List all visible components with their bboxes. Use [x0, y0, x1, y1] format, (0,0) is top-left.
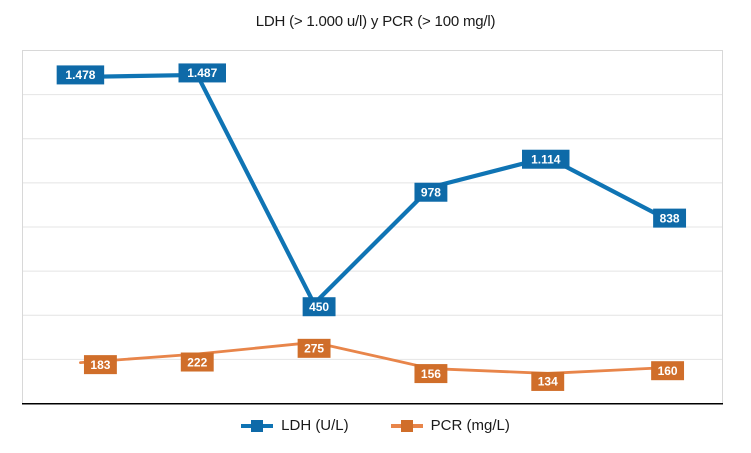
data-label-box: [653, 208, 687, 228]
data-label-box: [531, 371, 565, 391]
data-label-box: [522, 149, 570, 169]
data-label-box: [83, 355, 117, 375]
data-label-box: [56, 65, 105, 85]
chart-title: LDH (> 1.000 u/l) y PCR (> 100 mg/l): [255, 13, 496, 30]
chart-legend: LDH (U/L) PCR (mg/L): [0, 417, 751, 434]
data-label-box: [414, 182, 448, 202]
series-line-1: [79, 340, 666, 375]
data-label-box: [178, 63, 226, 83]
legend-label-pcr: PCR (mg/L): [430, 417, 510, 434]
data-label: 222: [187, 355, 207, 369]
data-label-box: [414, 364, 448, 384]
plot-border: [22, 50, 723, 403]
data-label-box: [651, 361, 685, 381]
data-label: 183: [90, 358, 110, 372]
data-label-box: [180, 352, 214, 372]
legend-marker-ldh-icon: [241, 418, 274, 433]
data-label-box: [302, 297, 336, 317]
data-label: 275: [304, 342, 324, 356]
legend-item-pcr: PCR (mg/L): [390, 417, 510, 434]
data-label: 838: [660, 211, 680, 225]
legend-square-ldh: [251, 419, 264, 432]
legend-item-ldh: LDH (U/L): [241, 417, 349, 434]
data-label: 1.487: [187, 66, 217, 80]
data-label: 134: [538, 375, 558, 389]
legend-label-ldh: LDH (U/L): [281, 417, 349, 434]
data-label-box: [297, 338, 331, 358]
data-label: 450: [309, 300, 329, 314]
legend-square-pcr: [400, 419, 413, 432]
data-label: 156: [421, 367, 441, 381]
data-label: 160: [658, 364, 678, 378]
legend-marker-pcr-icon: [390, 418, 423, 433]
data-label: 978: [421, 186, 441, 200]
data-label: 1.114: [531, 153, 561, 167]
data-label: 1.478: [65, 68, 95, 82]
series-line-0: [78, 72, 667, 306]
